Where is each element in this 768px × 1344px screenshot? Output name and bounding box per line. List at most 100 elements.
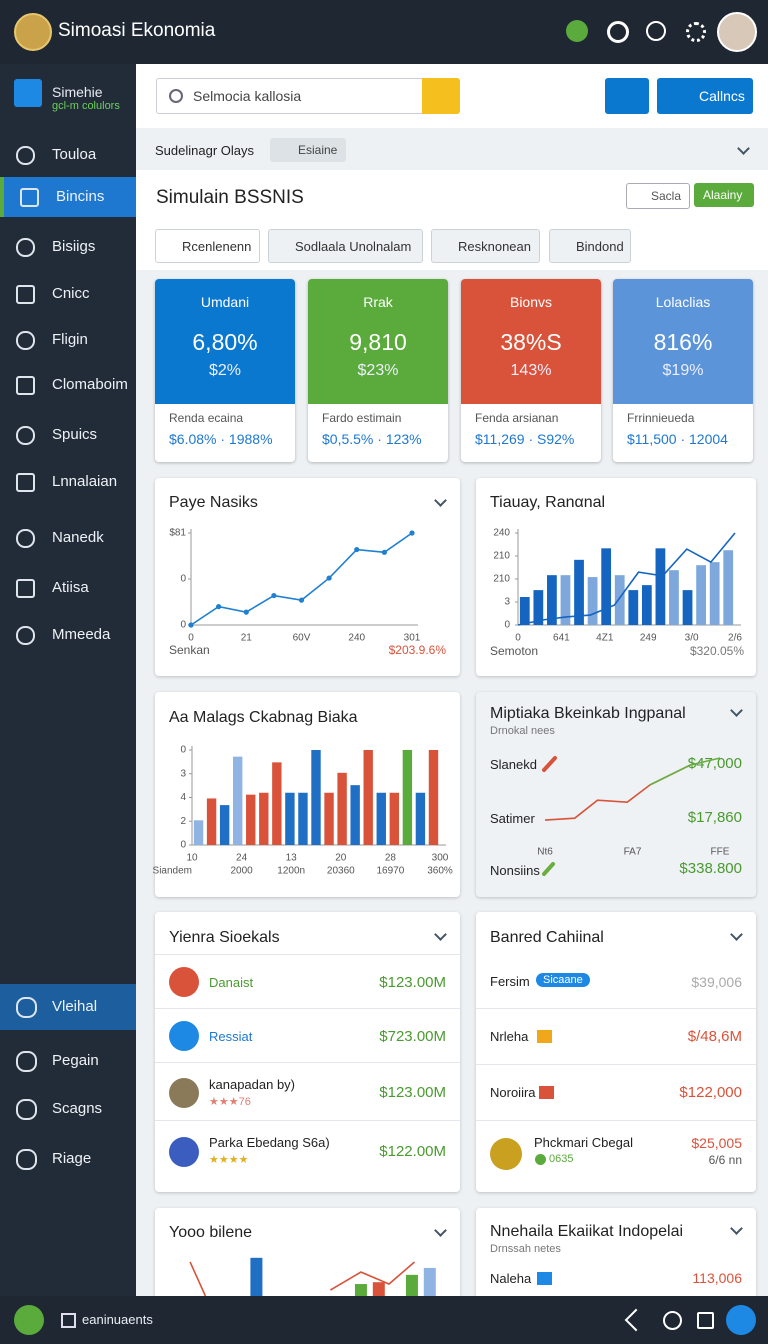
nav-item[interactable]: Lnnalaian (0, 462, 136, 502)
list-row[interactable]: Danaist $123.00M (155, 954, 460, 1009)
row-avatar (169, 1137, 199, 1167)
row-swatch (537, 1272, 552, 1285)
card-subtitle: Drnssah netes (490, 1243, 561, 1255)
row-label: Satimer (490, 811, 535, 826)
card-title: Banred Cahiinal (490, 929, 604, 946)
logo[interactable] (14, 13, 52, 51)
nav-item[interactable]: Scagns (0, 1086, 136, 1132)
edit-button[interactable] (605, 78, 649, 114)
calls-button[interactable]: Callncs (657, 78, 753, 114)
button-label: Alaainy (703, 188, 743, 202)
card-menu[interactable] (730, 928, 743, 941)
close-button[interactable] (726, 1305, 756, 1335)
scale-button[interactable]: Sacla (626, 183, 690, 209)
chart-card: Paye Nasiks Senkan $203.9.6% (155, 478, 460, 676)
row-value2: 6/6 nn (708, 1153, 742, 1167)
active-button[interactable]: Alaainy (694, 183, 754, 207)
notifications-icon[interactable] (607, 21, 629, 43)
home-icon[interactable] (14, 79, 42, 107)
user-icon[interactable] (14, 1305, 44, 1335)
list-row[interactable]: Ressiat $723.00M (155, 1008, 460, 1063)
kpi-title: Lolaclias (655, 294, 711, 310)
list-row[interactable]: Nrleha $/48,6M (476, 1008, 756, 1065)
card-title: Nnehaila Ekaiikat Indopelai (490, 1223, 684, 1240)
list-card: Yienra Sioekals Danaist $123.00M Ressiat… (155, 912, 460, 1192)
status-icon[interactable] (566, 20, 588, 42)
row-label: Naleha (490, 1271, 532, 1286)
nav-item[interactable]: Atiisa (0, 568, 136, 608)
row-name: Nrleha (490, 1029, 529, 1044)
avatar[interactable] (717, 12, 757, 52)
list-row[interactable]: kanapadan by) ★★★76 $123.00M (155, 1062, 460, 1121)
nav-item[interactable]: Mmeeda (0, 615, 136, 655)
tab[interactable]: Rcenlenenn (155, 229, 260, 263)
nav-item[interactable]: Riage (0, 1136, 136, 1182)
footer-value: $320.05% (689, 644, 744, 658)
list-row[interactable]: Parka Ebedang S6a) ★★★★ $122.00M (155, 1120, 460, 1181)
nav-icon (20, 188, 39, 207)
card-subtitle: Drnokal nees (490, 725, 555, 737)
card-menu[interactable] (730, 704, 743, 717)
kpi-header: Lolaclias 816% $19% (613, 279, 753, 404)
kpi-title: Bionvs (509, 294, 553, 310)
nav-icon (16, 579, 35, 598)
nav-label: Touloa (52, 146, 97, 163)
nav-item[interactable]: Bincins (0, 177, 136, 217)
help-icon[interactable] (663, 1311, 682, 1330)
nav-item[interactable]: Spuics (0, 415, 136, 455)
kpi-value: 38%S (500, 329, 562, 355)
nav-icon (16, 473, 35, 492)
list-row[interactable]: Phckmari Cbegal 0635 $25,005 6/6 nn (476, 1120, 756, 1185)
nav-item[interactable]: Pegain (0, 1038, 136, 1084)
collapse-icon[interactable] (737, 142, 750, 155)
kpi-title: Umdani (200, 294, 250, 310)
chart-card: Yooo bilene (155, 1208, 460, 1308)
nav-icon (16, 1149, 37, 1170)
back-icon[interactable] (624, 1308, 648, 1332)
globe-icon[interactable] (646, 21, 666, 41)
button-label: Sacla (651, 189, 682, 203)
settings-icon[interactable] (686, 22, 706, 42)
search-button[interactable] (422, 78, 460, 114)
row-name: Parka Ebedang S6a) (209, 1135, 330, 1150)
nav-label: Bincins (56, 188, 105, 205)
tab[interactable]: Resknonean (431, 229, 540, 263)
nav-icon (16, 146, 35, 165)
tab-label: Resknonean (458, 239, 531, 254)
search-input[interactable]: Selmocia kallosia (156, 78, 424, 114)
nav-item[interactable]: Cnicc (0, 274, 136, 314)
row-icon (169, 967, 199, 997)
card-menu[interactable] (434, 1224, 447, 1237)
brand-sub: gcl-m colulors (52, 100, 120, 112)
tab-label: Bindond (576, 239, 624, 254)
card-menu[interactable] (434, 494, 447, 507)
row-name: Fersim (490, 974, 530, 989)
tab[interactable]: Sodlaala Unolnalam (268, 229, 423, 263)
chart-card: Tiauay, Ranαnal Semoton $320.05% (476, 478, 756, 676)
nav-label: Mmeeda (52, 626, 111, 643)
list-row[interactable]: Fersim Sicaane $39,006 (476, 954, 756, 1008)
nav-item[interactable]: Nanedk (0, 518, 136, 558)
card-title: Tiauay, Ranαnal (490, 494, 606, 511)
kpi-footer-value: $6.08% · 1988% (169, 431, 273, 447)
nav-item[interactable]: Bisiigs (0, 227, 136, 267)
nav-item[interactable]: Vleihal (0, 984, 136, 1030)
row-name: Danaist (209, 975, 254, 990)
nav-item[interactable]: Clomaboim (0, 365, 136, 405)
tab[interactable]: Bindond (549, 229, 631, 263)
list-row[interactable]: Noroiira $122,000 (476, 1064, 756, 1121)
message-icon[interactable] (697, 1312, 714, 1329)
nav-item[interactable]: Fligin (0, 320, 136, 360)
chip[interactable]: Esiaine (270, 138, 346, 162)
card-menu[interactable] (434, 928, 447, 941)
nav-label: Pegain (52, 1052, 99, 1069)
row-icon (169, 1021, 199, 1051)
nav-icon (16, 426, 35, 445)
app-title: Simoasi Ekonomia (58, 20, 216, 41)
nav-item[interactable]: Touloa (0, 135, 136, 175)
card-menu[interactable] (730, 1222, 743, 1235)
nav-label: Vleihal (52, 998, 98, 1015)
list-icon (61, 1313, 76, 1328)
footer-value: $203.9.6% (388, 643, 446, 657)
